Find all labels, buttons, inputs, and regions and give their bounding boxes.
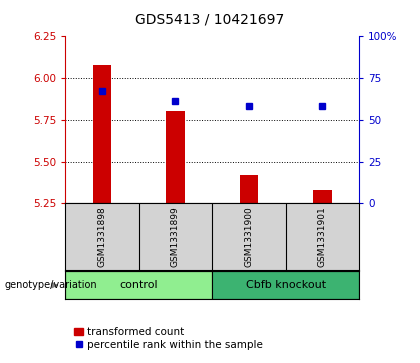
Bar <box>240 175 258 203</box>
Text: genotype/variation: genotype/variation <box>4 280 97 290</box>
Bar <box>212 271 359 299</box>
Legend: transformed count, percentile rank within the sample: transformed count, percentile rank withi… <box>70 323 267 354</box>
Bar <box>166 111 184 203</box>
Bar <box>313 190 331 203</box>
Text: GSM1331898: GSM1331898 <box>97 207 106 267</box>
Text: GDS5413 / 10421697: GDS5413 / 10421697 <box>135 13 285 27</box>
Bar <box>65 271 212 299</box>
Text: control: control <box>119 280 158 290</box>
Text: GSM1331899: GSM1331899 <box>171 207 180 267</box>
Text: GSM1331901: GSM1331901 <box>318 207 327 267</box>
Bar <box>93 65 111 203</box>
Text: Cbfb knockout: Cbfb knockout <box>246 280 326 290</box>
Text: GSM1331900: GSM1331900 <box>244 207 253 267</box>
